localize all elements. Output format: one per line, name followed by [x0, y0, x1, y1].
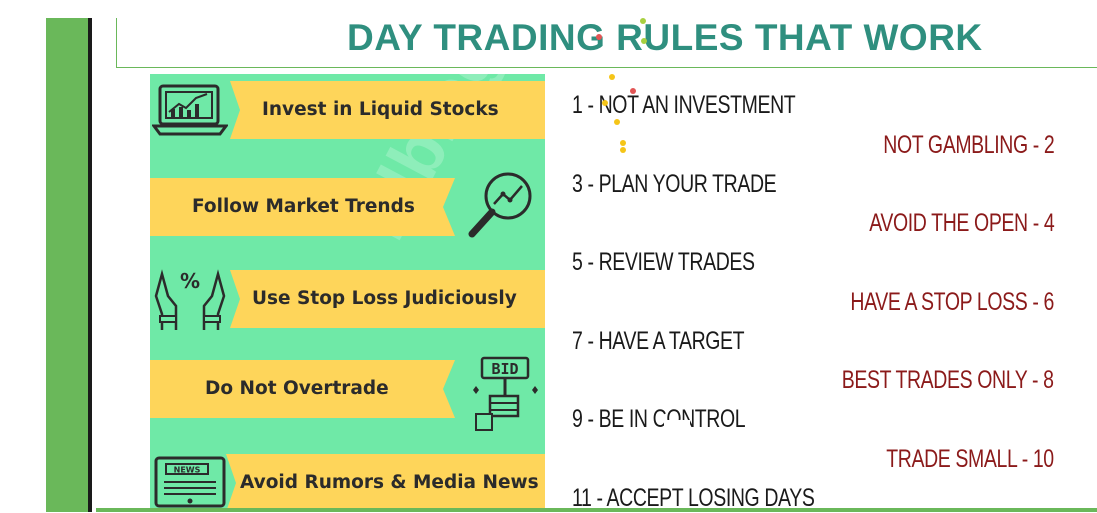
- annotation-dot: [641, 38, 647, 44]
- banner-label: Do Not Overtrade: [205, 378, 389, 399]
- bid-text: BID: [491, 360, 518, 378]
- white-redaction: [664, 420, 690, 430]
- banner-label: Avoid Rumors & Media News: [240, 472, 539, 493]
- annotation-dot: [596, 34, 602, 40]
- banner-5: Avoid Rumors & Media News: [226, 454, 545, 508]
- page-title: DAY TRADING RULES THAT WORK: [347, 17, 983, 58]
- rule-11: 11 - ACCEPT LOSING DAYS: [572, 484, 815, 512]
- left-divider: [88, 18, 92, 512]
- rule-1: 1 - NOT AN INVESTMENT: [572, 91, 796, 119]
- banner-3: Use Stop Loss Judiciously: [230, 270, 545, 328]
- rule-6: HAVE A STOP LOSS - 6: [850, 288, 1054, 316]
- annotation-dot: [620, 140, 626, 146]
- rule-9: 9 - BE IN CONTROL: [572, 405, 746, 433]
- annotation-dot: [640, 18, 646, 24]
- rule-10: TRADE SMALL - 10: [886, 445, 1054, 473]
- bottom-green-line: [96, 508, 1097, 512]
- bid-sign-icon: BID: [473, 356, 538, 431]
- rules-list: 1 - NOT AN INVESTMENT NOT GAMBLING - 2 3…: [546, 74, 1066, 512]
- rule-5: 5 - REVIEW TRADES: [572, 248, 755, 276]
- left-green-bar: [46, 18, 88, 512]
- magnifier-trend-icon: [468, 172, 532, 238]
- newspaper-icon: NEWS: [154, 456, 226, 508]
- annotation-dot: [614, 119, 620, 125]
- laptop-chart-icon: [152, 84, 228, 136]
- title-box: DAY TRADING RULES THAT WORK: [116, 18, 1097, 68]
- annotation-dot: [630, 88, 636, 94]
- rule-2: NOT GAMBLING - 2: [882, 131, 1054, 159]
- banner-label: Invest in Liquid Stocks: [262, 99, 499, 120]
- annotation-dot: [602, 100, 608, 106]
- banner-2: Follow Market Trends: [150, 178, 455, 236]
- rule-7: 7 - HAVE A TARGET: [572, 327, 745, 355]
- banner-1: Invest in Liquid Stocks: [230, 81, 545, 139]
- news-text: NEWS: [174, 466, 201, 475]
- svg-text:%: %: [180, 269, 200, 293]
- banner-label: Follow Market Trends: [192, 196, 415, 217]
- banner-4: Do Not Overtrade: [150, 360, 455, 418]
- banner-label: Use Stop Loss Judiciously: [252, 288, 517, 309]
- annotation-dot: [609, 74, 615, 80]
- rule-3: 3 - PLAN YOUR TRADE: [572, 170, 777, 198]
- hands-percent-icon: %: [154, 269, 226, 330]
- rule-4: AVOID THE OPEN - 4: [868, 209, 1055, 237]
- infographic-panel: Elblogger Invest in Liquid Stocks Follow…: [150, 74, 545, 508]
- rule-8: BEST TRADES ONLY - 8: [842, 366, 1054, 394]
- annotation-dot: [620, 147, 626, 153]
